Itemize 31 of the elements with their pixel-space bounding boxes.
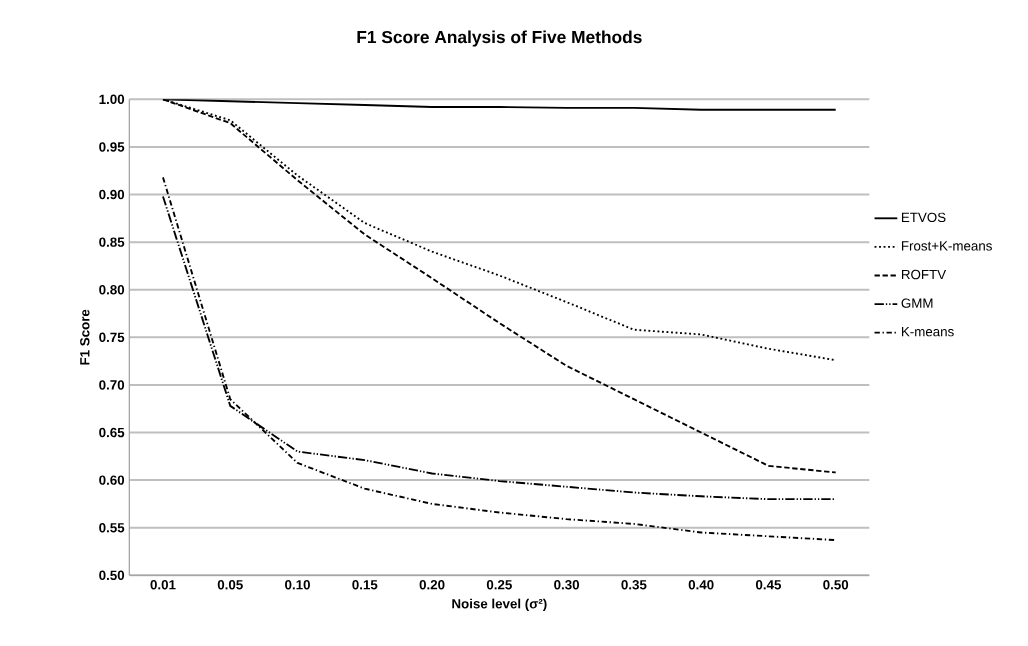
- y-tick-label: 0.75: [99, 332, 125, 343]
- legend-label: GMM: [901, 298, 933, 308]
- y-tick-label: 0.65: [99, 427, 125, 438]
- legend-label: Frost+K-means: [901, 241, 992, 251]
- legend-label: ROFTV: [901, 269, 947, 280]
- x-axis-title: Noise level (σ²): [452, 598, 547, 612]
- legend-label: ETVOS: [901, 212, 946, 223]
- x-tick-label: 0.15: [352, 580, 378, 590]
- y-tick-label: 0.85: [99, 237, 125, 247]
- x-tick-label: 0.50: [823, 580, 849, 590]
- x-tick-label: 0.01: [150, 580, 176, 590]
- x-tick-label: 0.10: [285, 580, 310, 590]
- x-tick-label: 0.45: [755, 580, 782, 590]
- y-tick-label: 0.70: [99, 380, 125, 390]
- chart-title: F1 Score Analysis of Five Methods: [357, 30, 642, 47]
- x-tick-label: 0.25: [486, 580, 512, 590]
- y-tick-label: 0.50: [99, 570, 125, 581]
- legend-label: K-means: [901, 327, 954, 337]
- x-tick-label: 0.40: [688, 580, 714, 590]
- x-tick-label: 0.30: [554, 580, 580, 590]
- y-tick-label: 0.60: [99, 475, 125, 485]
- x-tick-label: 0.05: [217, 580, 243, 590]
- y-tick-label: 1.00: [99, 94, 125, 105]
- y-tick-label: 0.80: [99, 285, 125, 295]
- x-tick-label: 0.35: [621, 580, 647, 590]
- x-tick-label: 0.20: [419, 580, 445, 590]
- y-tick-label: 0.95: [99, 142, 125, 152]
- y-tick-label: 0.90: [99, 189, 125, 200]
- y-axis-title: F1 Score: [80, 309, 90, 365]
- line-series: [162, 176, 837, 542]
- y-tick-label: 0.55: [99, 523, 125, 533]
